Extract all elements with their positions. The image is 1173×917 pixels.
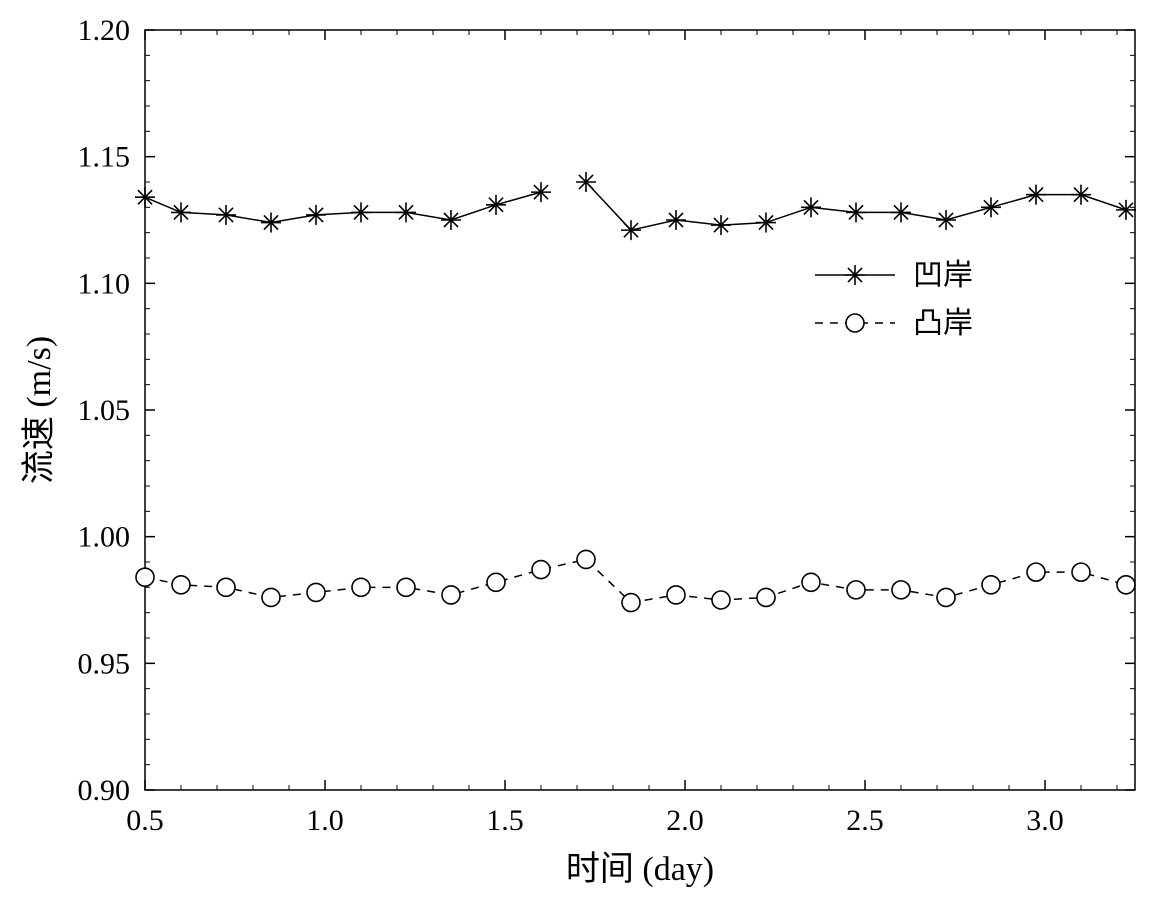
svg-text:1.05: 1.05 — [78, 394, 131, 427]
svg-text:0.90: 0.90 — [78, 774, 131, 807]
flow-velocity-chart: 0.5 1.0 1.5 2.0 2.5 3.0 0.90 0.95 1.00 1.05 1.10 1.… — [0, 0, 1173, 917]
series-凹岸 — [135, 172, 1136, 240]
svg-text:2.0: 2.0 — [666, 804, 704, 837]
svg-text:1.5: 1.5 — [486, 804, 524, 837]
svg-text:1.15: 1.15 — [78, 141, 131, 174]
svg-text:流速 (m/s): 流速 (m/s) — [20, 336, 58, 484]
series-凸岸 — [136, 550, 1135, 611]
svg-text:1.20: 1.20 — [78, 14, 131, 47]
svg-text:凹岸: 凹岸 — [913, 259, 973, 292]
svg-text:时间 (day): 时间 (day) — [566, 851, 714, 888]
legend: 凹岸凸岸 — [815, 259, 973, 340]
svg-text:0.95: 0.95 — [78, 647, 131, 680]
svg-text:凸岸: 凸岸 — [913, 307, 973, 340]
svg-text:2.5: 2.5 — [846, 804, 884, 837]
chart-container: 0.5 1.0 1.5 2.0 2.5 3.0 0.90 0.95 1.00 1.05 1.10 1.… — [0, 0, 1173, 917]
svg-text:1.10: 1.10 — [78, 267, 131, 300]
svg-text:1.00: 1.00 — [78, 521, 131, 554]
svg-text:0.5: 0.5 — [126, 804, 164, 837]
svg-text:1.0: 1.0 — [306, 804, 344, 837]
svg-text:3.0: 3.0 — [1026, 804, 1064, 837]
